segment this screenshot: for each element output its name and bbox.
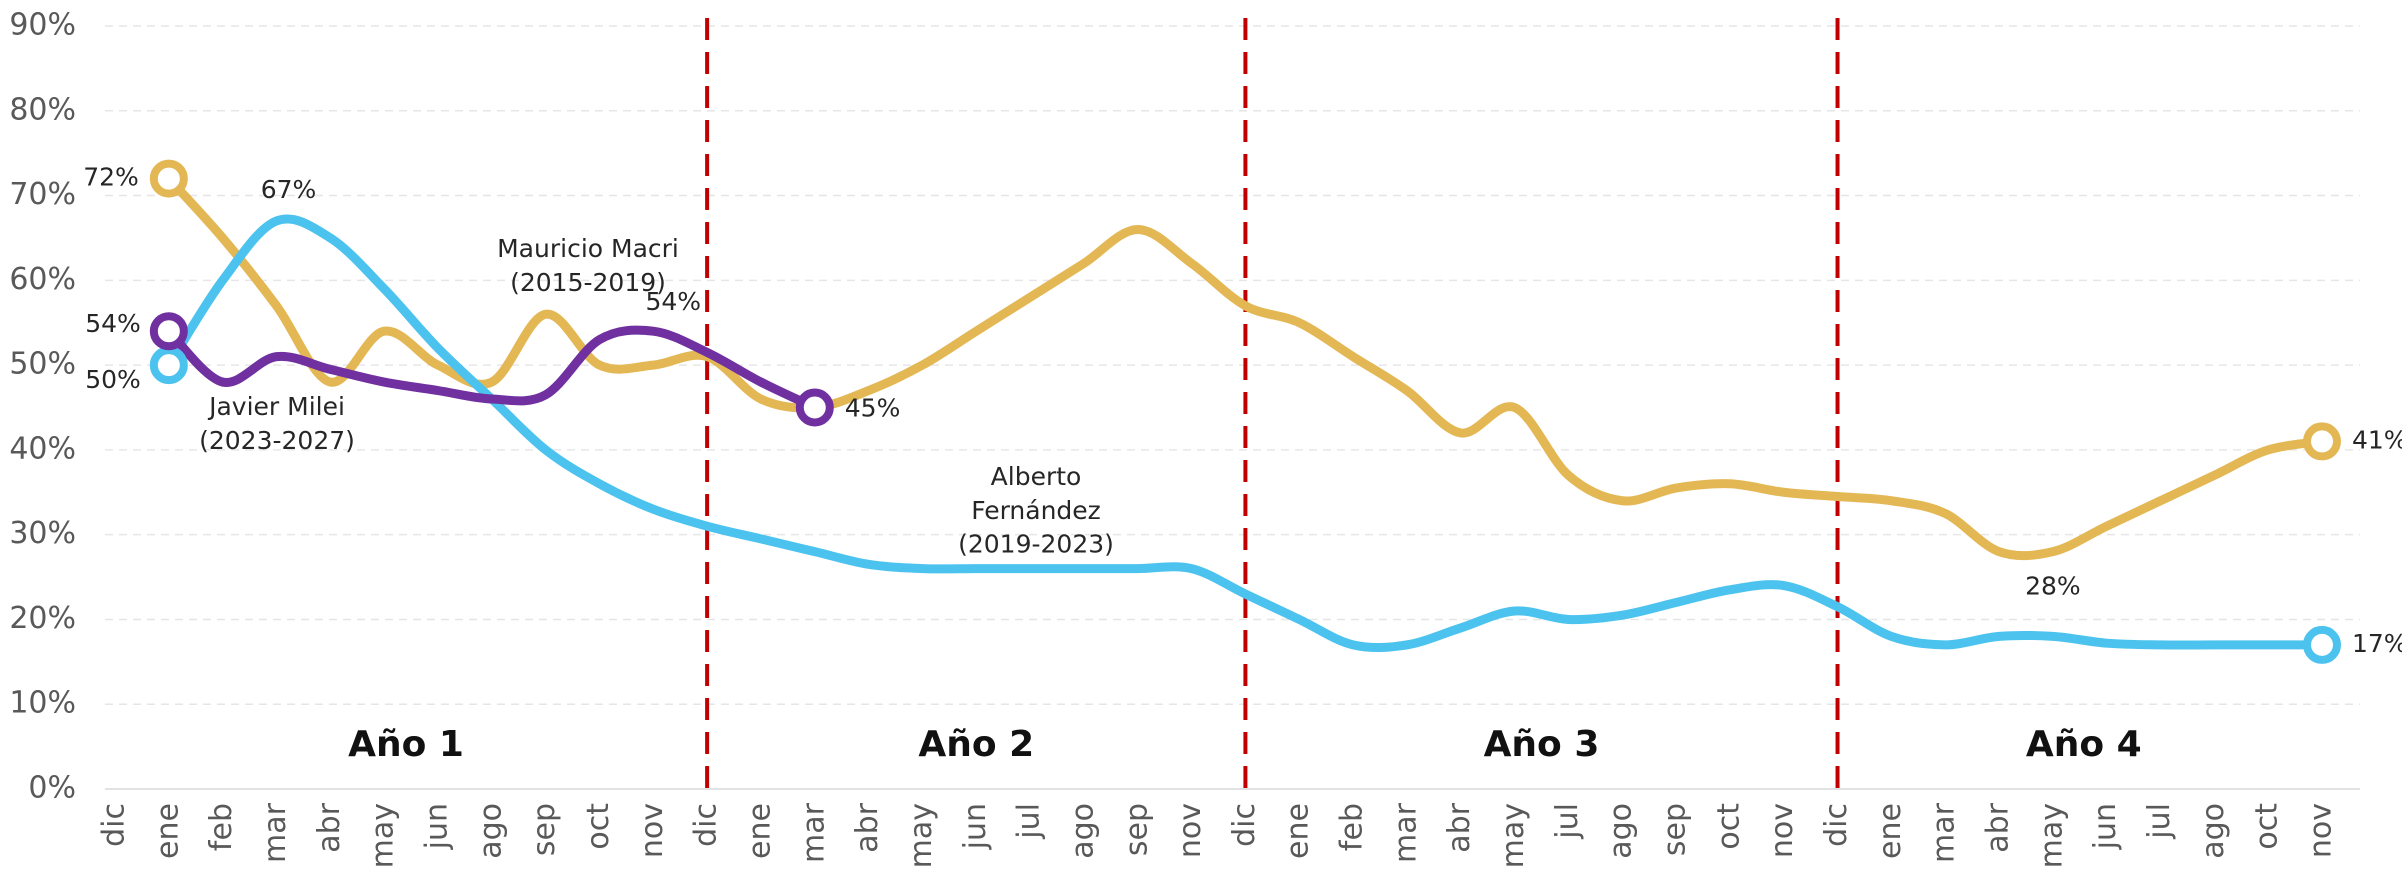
x-tick-label: mar [1927,802,1962,863]
x-tick-label: may [1496,803,1531,868]
series-name: Javier Milei (2023-2027) [199,392,355,455]
end-marker [2303,625,2341,664]
y-tick-label: 10% [9,686,76,721]
x-tick-label: ene [1281,803,1316,859]
y-tick-label: 90% [9,8,76,43]
x-tick-label: oct [581,803,616,850]
y-tick-label: 60% [9,262,76,297]
x-tick-label: jul [1012,803,1047,840]
x-tick-label: dic [97,803,132,847]
x-tick-label: dic [1819,803,1854,847]
x-tick-label: ene [1873,803,1908,859]
x-tick-label: ago [2196,803,2231,859]
data-label: 72% [83,163,139,192]
x-tick-label: nov [1765,803,1800,858]
x-tick-label: nov [1173,803,1208,858]
x-tick-label: abr [1981,802,2016,852]
y-tick-label: 40% [9,431,76,466]
x-tick-label: oct [1711,803,1746,850]
series-name: Alberto Fernández (2019-2023) [958,462,1114,559]
y-tick-label: 80% [9,92,76,127]
end-marker [149,346,188,385]
x-tick-label: abr [312,802,347,852]
year-label: Año 2 [918,724,1034,765]
data-label: 50% [85,365,141,394]
y-tick-label: 50% [9,347,76,382]
x-tick-label: dic [689,803,724,847]
x-tick-label: feb [1335,803,1370,851]
end-marker [149,159,188,198]
line-series [164,174,2327,561]
x-tick-label: jun [419,803,454,850]
data-label: 17% [2352,629,2402,658]
data-label: 67% [261,175,317,204]
year-label: Año 4 [2026,724,2142,765]
x-tick-label: ago [1604,803,1639,859]
data-label: 54% [85,309,141,338]
end-marker [149,312,188,351]
x-tick-label: may [2034,803,2069,868]
x-tick-label: ene [742,803,777,859]
x-tick-label: jul [1550,803,1585,840]
x-tick-label: nov [635,803,670,858]
data-label: 41% [2352,425,2402,454]
y-tick-label: 20% [9,601,76,636]
y-tick-label: 0% [28,771,76,806]
x-tick-label: jun [958,803,993,850]
x-tick-label: may [366,803,401,868]
x-tick-label: mar [1388,802,1423,863]
x-tick-label: mar [258,802,293,863]
x-tick-label: ago [1065,803,1100,859]
data-label: 28% [2025,572,2081,601]
y-tick-label: 70% [9,177,76,212]
x-tick-label: sep [1119,803,1154,856]
year-label: Año 1 [348,724,464,765]
x-tick-label: feb [204,803,239,851]
x-tick-label: ene [150,803,185,859]
data-label: 54% [646,287,702,316]
x-tick-label: nov [2304,803,2339,858]
x-tick-label: sep [1658,803,1693,856]
x-tick-label: jul [2142,803,2177,840]
y-tick-label: 30% [9,516,76,551]
x-tick-label: sep [527,803,562,856]
year-label: Año 3 [1484,724,1600,765]
data-label: 45% [845,394,901,423]
x-tick-label: ago [473,803,508,859]
x-tick-label: dic [1227,803,1262,847]
x-tick-label: may [904,803,939,868]
x-tick-label: jun [2088,803,2123,850]
end-marker [795,388,834,427]
x-tick-label: oct [2250,803,2285,850]
x-tick-label: abr [1442,802,1477,852]
x-tick-label: abr [850,802,885,852]
line-series [164,325,820,412]
x-tick-label: mar [796,802,831,863]
end-marker [2303,422,2341,461]
series-name: Mauricio Macri (2015-2019) [497,234,679,297]
